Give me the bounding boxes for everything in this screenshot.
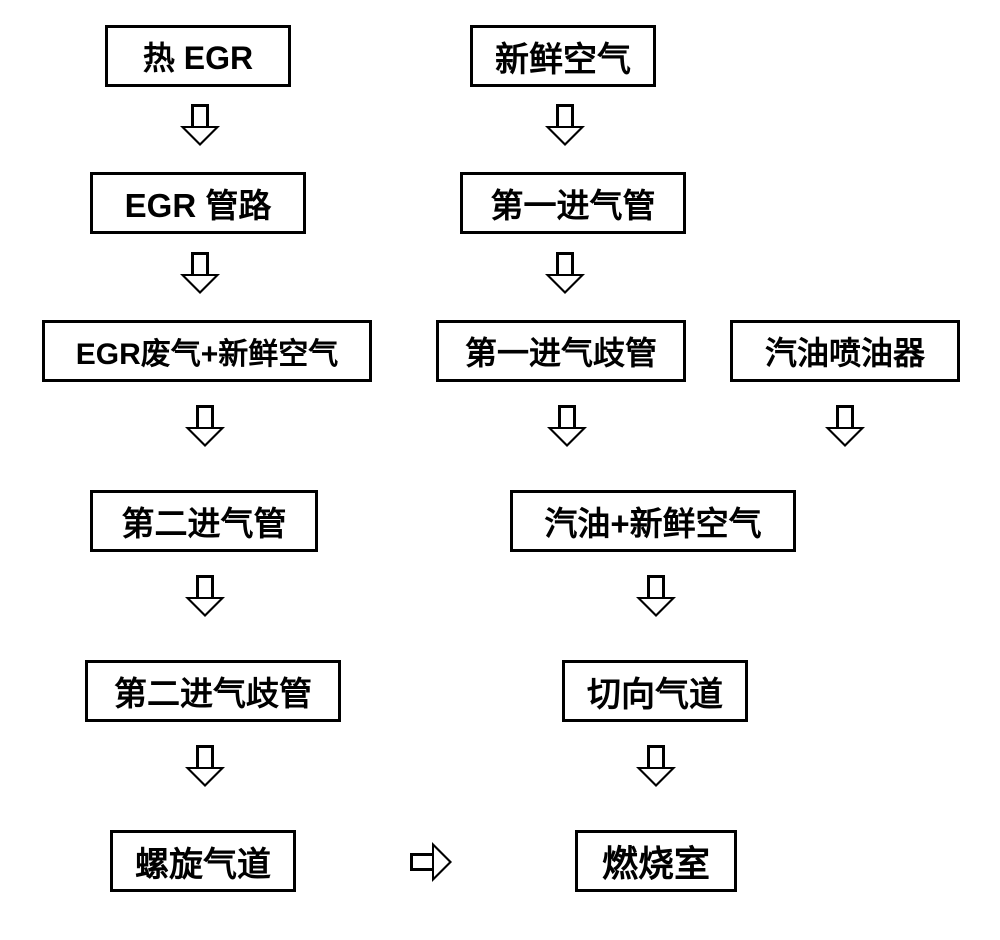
flowchart-node-label: 第一进气管 [491, 179, 656, 227]
flowchart-node-label: 热 EGR [143, 33, 253, 79]
flowchart-arrow-n3-n5 [180, 252, 220, 294]
flowchart-node-label: 切向气道 [587, 667, 723, 716]
flowchart-node-label: 第一进气歧管 [465, 328, 657, 374]
flowchart-arrow-n1-n3 [180, 104, 220, 146]
flowchart-node-n12: 螺旋气道 [110, 830, 296, 892]
flowchart-node-label: 第二进气管 [122, 497, 287, 545]
flowchart-node-label: EGR 管路 [125, 179, 272, 227]
flowchart-node-label: 燃烧室 [602, 835, 710, 887]
flowchart-arrow-n11-n13 [636, 745, 676, 787]
flowchart-node-label: 新鲜空气 [495, 32, 631, 81]
flowchart-node-n11: 切向气道 [562, 660, 748, 722]
flowchart-node-label: 汽油+新鲜空气 [544, 497, 761, 545]
flowchart-node-n8: 第二进气管 [90, 490, 318, 552]
flowchart-node-n13: 燃烧室 [575, 830, 737, 892]
flowchart-node-n5: EGR废气+新鲜空气 [42, 320, 372, 382]
flowchart-arrow-n8-n10 [185, 575, 225, 617]
flowchart-node-n10: 第二进气歧管 [85, 660, 341, 722]
flowchart-node-n4: 第一进气管 [460, 172, 686, 234]
flowchart-arrow-n2-n4 [545, 104, 585, 146]
flowchart-node-n6: 第一进气歧管 [436, 320, 686, 382]
flowchart-node-n9: 汽油+新鲜空气 [510, 490, 796, 552]
flowchart-node-label: 第二进气歧管 [114, 667, 312, 715]
flowchart-node-label: 螺旋气道 [135, 837, 271, 886]
flowchart-arrow-n6-n9 [547, 405, 587, 447]
flowchart-arrow-n10-n12 [185, 745, 225, 787]
flowchart-node-n3: EGR 管路 [90, 172, 306, 234]
flowchart-node-label: EGR废气+新鲜空气 [76, 329, 339, 373]
flowchart-node-n7: 汽油喷油器 [730, 320, 960, 382]
flowchart-arrow-n9-n11 [636, 575, 676, 617]
flowchart-arrow-n7-n9 [825, 405, 865, 447]
flowchart-arrow-n4-n6 [545, 252, 585, 294]
flowchart-node-n1: 热 EGR [105, 25, 291, 87]
flowchart-arrow-n12-n13 [410, 842, 452, 882]
flowchart-arrow-n5-n8 [185, 405, 225, 447]
flowchart-node-label: 汽油喷油器 [765, 328, 925, 374]
flowchart-node-n2: 新鲜空气 [470, 25, 656, 87]
